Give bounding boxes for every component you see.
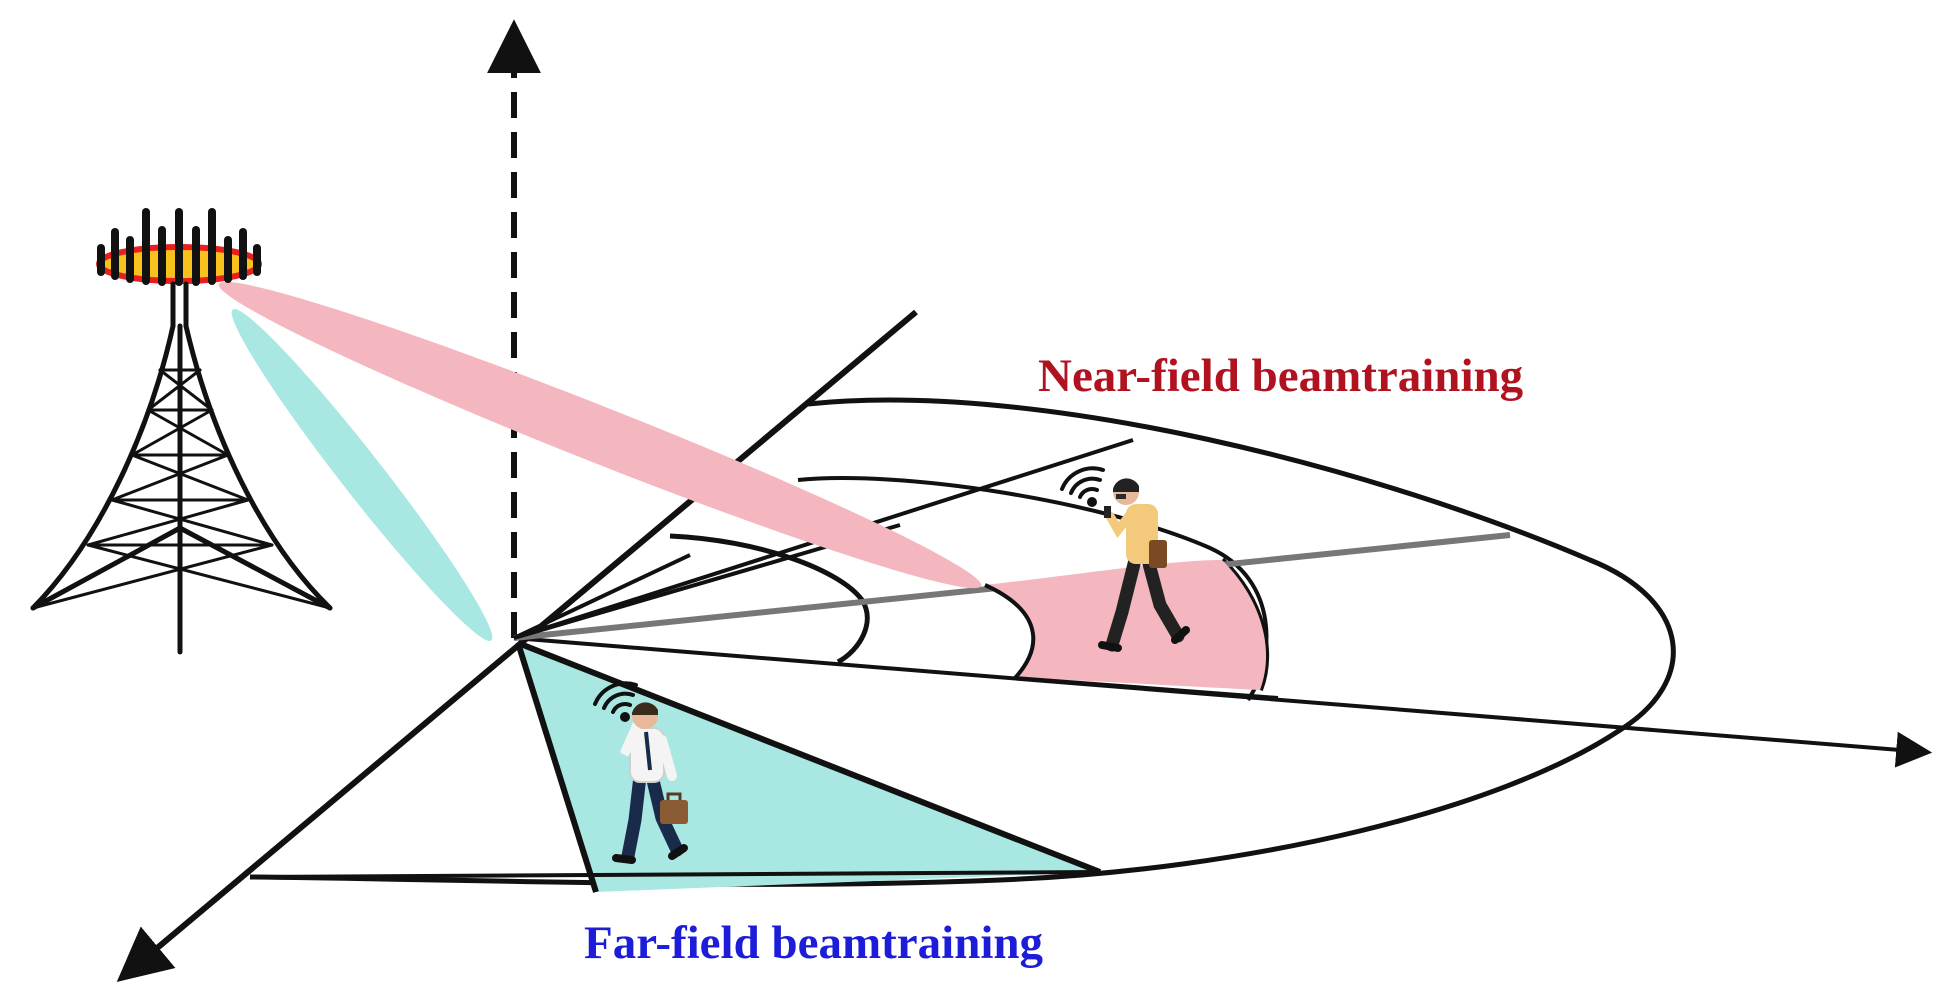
outer-range-ring — [250, 400, 1673, 884]
wifi-signal-icon — [1062, 468, 1103, 505]
far-field-label: Far-field beamtraining — [584, 920, 1043, 967]
near-field-label: Near-field beamtraining — [1038, 353, 1523, 400]
base-station-tower-icon — [33, 212, 330, 652]
sector-line-4 — [514, 555, 690, 638]
ground-plane-grid — [250, 400, 1673, 884]
